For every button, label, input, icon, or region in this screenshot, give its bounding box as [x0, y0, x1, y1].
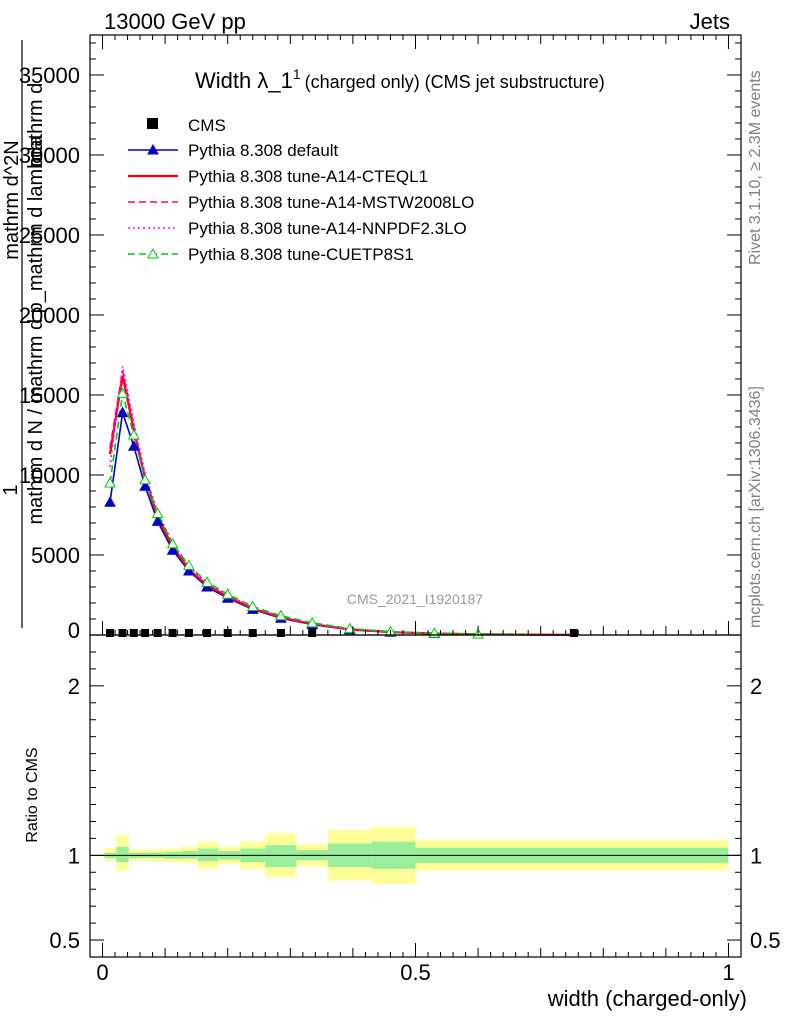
ylabel-denominator: mathrm d N / mathrm d p_mathrm d lambda	[25, 135, 47, 525]
series-marker-cuetp	[116, 387, 129, 398]
x-axis-label: width (charged-only)	[547, 986, 747, 1011]
series-marker-cuetp	[201, 576, 213, 587]
series-line-cteql1	[108, 375, 574, 637]
plot-title-main: Width λ_1	[195, 68, 293, 93]
cms-data-point	[203, 629, 212, 637]
ratio-y-tick-label-right: 0.5	[750, 928, 781, 953]
header-left: 13000 GeV pp	[104, 9, 246, 34]
analysis-watermark: CMS_2021_I1920187	[347, 591, 483, 607]
cms-data-point	[276, 629, 285, 637]
legend-marker-cuetp	[147, 247, 159, 259]
main-y-tick-label: 10000	[19, 463, 80, 488]
legend-label-cms: CMS	[188, 116, 226, 135]
series-line-default	[109, 412, 574, 636]
ylabel-overlay-top: mathrm d	[25, 83, 47, 167]
main-y-tick-label: 15000	[19, 383, 80, 408]
series-marker-cuetp	[183, 559, 195, 570]
ratio-band-inner	[265, 845, 297, 868]
x-tick-label: 0	[96, 960, 108, 985]
main-y-tick-label: 30000	[19, 143, 80, 168]
series-marker-cuetp	[127, 428, 140, 440]
plot-title-sup: 1	[293, 66, 301, 82]
x-tick-label: 1	[722, 960, 734, 985]
cms-data-point	[118, 629, 127, 637]
main-series-group	[108, 366, 574, 637]
header-right: Jets	[690, 9, 730, 34]
main-y-tick-label: 25000	[19, 223, 80, 248]
series-marker-default	[104, 496, 116, 507]
ratio-panel-frame	[89, 634, 742, 958]
ratio-y-tick-label-left: 2	[68, 674, 80, 699]
series-marker-default	[127, 440, 140, 451]
legend: CMS Pythia 8.308 default Pythia 8.308 tun…	[128, 116, 474, 264]
main-y-tick-label: 5000	[31, 543, 80, 568]
legend-marker-default	[147, 143, 159, 155]
cms-data-point	[106, 629, 115, 637]
cms-points-group	[106, 629, 578, 637]
series-marker-default	[139, 480, 151, 491]
ratio-y-tick-label-left: 1	[68, 843, 80, 868]
main-y-axis-label: 1 mathrm d N / mathrm d p_mathrm d lambd…	[0, 40, 47, 628]
plot-title: Width λ_11 (charged only) (CMS jet substr…	[195, 66, 605, 93]
legend-label-mstw: Pythia 8.308 tune-A14-MSTW2008LO	[188, 193, 474, 212]
main-y-tick-label: 0	[68, 618, 80, 643]
series-marker-cuetp	[246, 600, 259, 612]
legend-marker-cms	[147, 118, 158, 129]
ratio-y-tick-label-right: 2	[750, 674, 762, 699]
legend-label-nnpdf: Pythia 8.308 tune-A14-NNPDF2.3LO	[188, 219, 467, 238]
series-line-nnpdf	[109, 366, 574, 636]
ylabel-overlay-left: mathrm d^2N	[1, 140, 23, 259]
series-line-cuetp	[109, 393, 574, 636]
main-y-tick-label: 35000	[19, 63, 80, 88]
rivet-version-label: Rivet 3.1.10, ≥ 2.3M events	[747, 70, 764, 265]
cms-data-point	[168, 629, 177, 637]
cms-data-point	[129, 629, 138, 637]
mcplots-label: mcplots.cern.ch [arXiv:1306.3436]	[747, 386, 764, 628]
series-marker-default	[151, 515, 164, 526]
legend-label-default: Pythia 8.308 default	[188, 141, 339, 160]
series-marker-cuetp	[306, 616, 319, 628]
main-y-tick-label: 20000	[19, 303, 80, 328]
cms-data-point	[153, 629, 162, 637]
cms-data-point	[308, 629, 317, 637]
series-marker-default	[183, 564, 195, 576]
series-marker-cuetp	[139, 473, 151, 485]
cms-data-point	[141, 629, 150, 637]
plot-title-rest: (charged only) (CMS jet substructure)	[305, 72, 605, 92]
x-tick-label: 0.5	[400, 960, 431, 985]
series-marker-cuetp	[275, 609, 287, 621]
series-marker-default	[116, 406, 129, 418]
legend-label-cuetp: Pythia 8.308 tune-CUETP8S1	[188, 245, 414, 264]
ylabel-numerator: 1	[0, 484, 22, 495]
cms-data-point	[184, 629, 193, 637]
series-marker-cuetp	[343, 622, 356, 634]
series-marker-cuetp	[151, 507, 164, 518]
ratio-y-axis-label: Ratio to CMS	[24, 747, 41, 842]
series-marker-cuetp	[221, 588, 234, 599]
series-marker-cuetp	[166, 537, 179, 549]
series-line-mstw	[109, 370, 574, 636]
ratio-y-tick-label-right: 1	[750, 843, 762, 868]
series-marker-default	[166, 544, 179, 555]
series-marker-cuetp	[104, 476, 116, 488]
axis-ticks	[90, 35, 741, 957]
axis-tick-labels: 0 0.5 1 0 5000 10000 15000 20000 25000 30000 35000…	[19, 63, 781, 985]
ratio-y-tick-label-left: 0.5	[49, 928, 80, 953]
legend-label-cteql1: Pythia 8.308 tune-A14-CTEQL1	[188, 167, 428, 186]
legend-items: Pythia 8.308 default Pythia 8.308 tune-A1…	[128, 141, 474, 264]
cms-data-point	[569, 629, 578, 637]
ratio-band-inner	[116, 846, 129, 863]
